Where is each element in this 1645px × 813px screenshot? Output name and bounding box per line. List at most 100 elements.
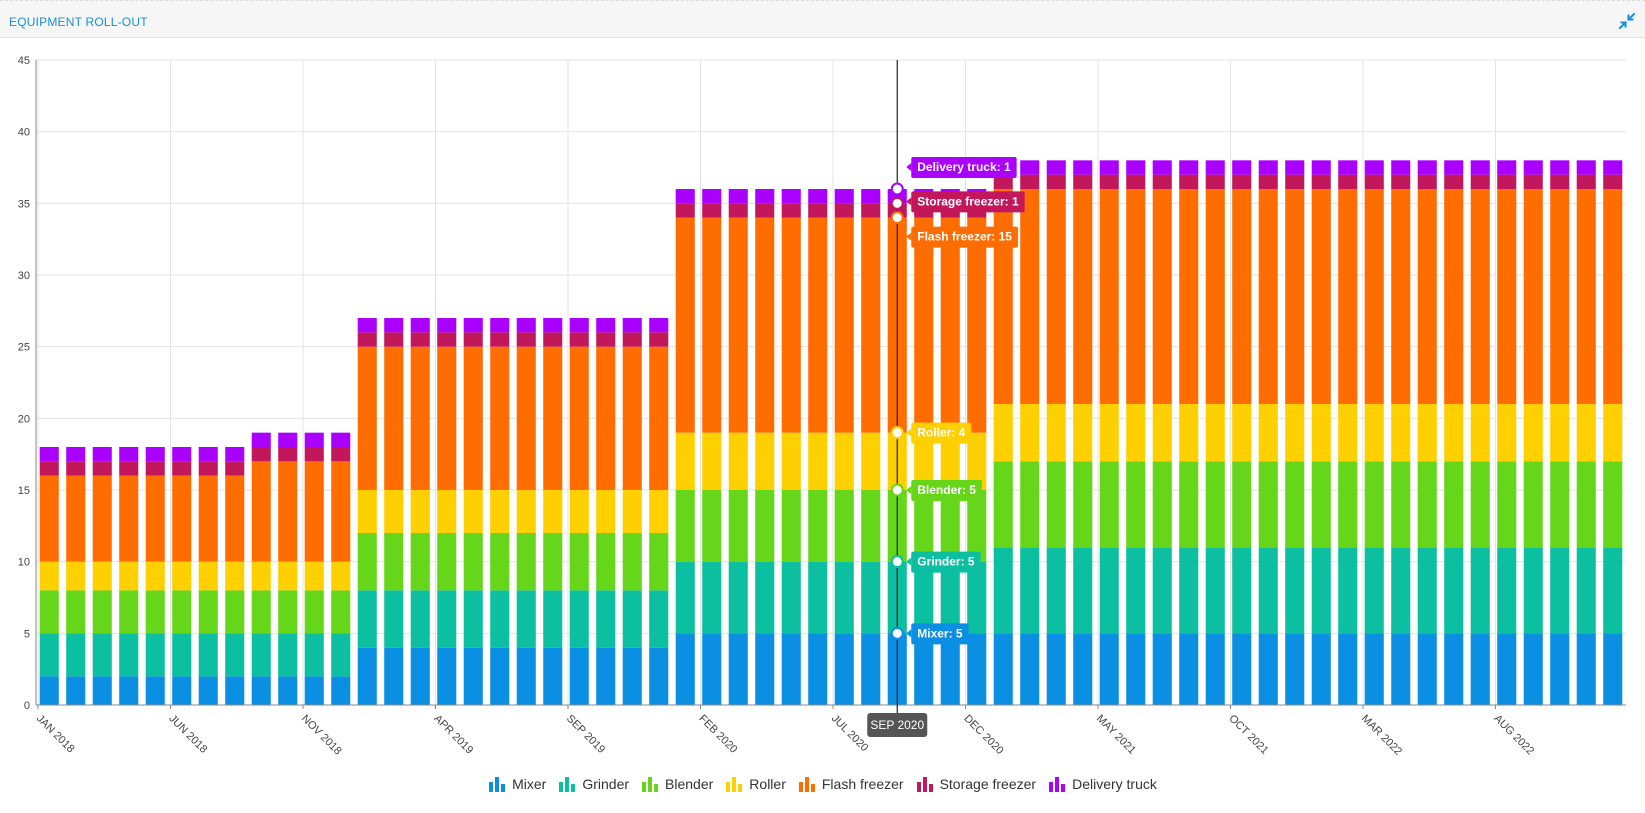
- bar-segment: [225, 475, 245, 562]
- legend-item[interactable]: Mixer: [488, 776, 546, 792]
- tooltip-label-text: Mixer: 5: [917, 626, 963, 640]
- bar-segment: [808, 432, 828, 490]
- bar-segment: [66, 676, 86, 705]
- bar-segment: [967, 217, 987, 433]
- bar-segment: [251, 461, 271, 562]
- bar-segment: [1603, 189, 1623, 404]
- bar-segment: [251, 633, 271, 677]
- bar-stack: [569, 318, 589, 705]
- bar-segment: [145, 676, 165, 705]
- bar-segment: [1470, 189, 1490, 404]
- bar-segment: [993, 461, 1013, 548]
- bar-segment: [1073, 461, 1093, 548]
- bar-segment: [1550, 461, 1570, 548]
- bar-segment: [1152, 633, 1172, 705]
- bar-segment: [649, 533, 669, 591]
- bar-segment: [1391, 189, 1411, 404]
- bar-segment: [384, 346, 404, 490]
- bar-segment: [622, 346, 642, 490]
- bar-segment: [781, 633, 801, 705]
- bar-segment: [331, 561, 351, 591]
- tooltip-label: Delivery truck: 1: [906, 157, 1017, 178]
- bar-segment: [1523, 633, 1543, 705]
- bar-segment: [1444, 189, 1464, 404]
- bar-segment: [967, 490, 987, 562]
- bar-segment: [1205, 404, 1225, 462]
- bar-segment: [1576, 189, 1596, 404]
- tooltip-label-text: Grinder: 5: [917, 555, 975, 569]
- bar-segment: [463, 590, 483, 648]
- bar-segment: [1364, 461, 1384, 548]
- bar-segment: [410, 346, 430, 490]
- bar-segment: [437, 647, 457, 705]
- x-tick-label: JUL 2020: [829, 713, 870, 754]
- bar-segment: [516, 346, 536, 490]
- bar-segment: [1285, 461, 1305, 548]
- bar-segment: [1497, 461, 1517, 548]
- legend-label: Delivery truck: [1072, 776, 1157, 792]
- y-tick-label: 20: [18, 413, 30, 425]
- bar-segment: [808, 490, 828, 562]
- bar-segment: [92, 561, 112, 591]
- bar-segment: [1391, 160, 1411, 175]
- bar-stack: [1391, 160, 1411, 705]
- legend-item[interactable]: Delivery truck: [1048, 776, 1157, 792]
- tooltip-marker: [890, 211, 904, 225]
- y-tick-label: 10: [18, 557, 30, 569]
- bar-segment: [304, 590, 324, 634]
- bar-segment: [728, 432, 748, 490]
- bar-segment: [1205, 633, 1225, 705]
- bar-segment: [808, 633, 828, 705]
- bar-segment: [1020, 189, 1040, 404]
- y-tick-label: 15: [18, 485, 30, 497]
- bar-segment: [1073, 633, 1093, 705]
- bar-segment: [92, 633, 112, 677]
- legend-item[interactable]: Blender: [641, 776, 713, 792]
- bar-stack: [1285, 160, 1305, 705]
- bar-segment: [39, 447, 59, 462]
- bar-segment: [1285, 160, 1305, 175]
- bar-stack: [543, 318, 563, 705]
- bar-segment: [940, 490, 960, 562]
- bar-segment: [940, 432, 960, 490]
- bar-segment: [119, 561, 139, 591]
- tooltip-label-text: Roller: 4: [917, 426, 965, 440]
- bar-stack: [1497, 160, 1517, 705]
- bar-segment: [145, 633, 165, 677]
- bar-segment: [1179, 547, 1199, 634]
- bar-segment: [437, 346, 457, 490]
- legend-item[interactable]: Storage freezer: [916, 776, 1036, 792]
- bar-segment: [622, 590, 642, 648]
- bar-segment: [1417, 461, 1437, 548]
- bar-segment: [1497, 174, 1517, 189]
- bar-segment: [1497, 547, 1517, 634]
- legend-item[interactable]: Flash freezer: [798, 776, 904, 792]
- bar-segment: [755, 432, 775, 490]
- bar-segment: [675, 432, 695, 490]
- bar-segment: [1417, 189, 1437, 404]
- bar-segment: [1179, 633, 1199, 705]
- bar-stack: [463, 318, 483, 705]
- bar-segment: [251, 590, 271, 634]
- bar-segment: [278, 633, 298, 677]
- bar-segment: [993, 633, 1013, 705]
- bar-segment: [1099, 633, 1119, 705]
- bar-segment: [331, 633, 351, 677]
- bar-segment: [463, 533, 483, 591]
- bar-segment: [1046, 404, 1066, 462]
- bar-segment: [1338, 633, 1358, 705]
- bar-segment: [569, 332, 589, 347]
- tooltip-label-box: [911, 480, 982, 501]
- bar-segment: [1073, 404, 1093, 462]
- bar-stack: [410, 318, 430, 705]
- collapse-button[interactable]: [1617, 11, 1637, 31]
- bar-stack: [1603, 160, 1623, 705]
- bar-segment: [198, 461, 218, 476]
- bar-segment: [1470, 461, 1490, 548]
- legend-item[interactable]: Grinder: [558, 776, 629, 792]
- bar-segment: [1179, 404, 1199, 462]
- y-tick-label: 40: [18, 127, 30, 139]
- legend-item[interactable]: Roller: [725, 776, 786, 792]
- bar-segment: [1311, 174, 1331, 189]
- bar-stack: [675, 189, 695, 705]
